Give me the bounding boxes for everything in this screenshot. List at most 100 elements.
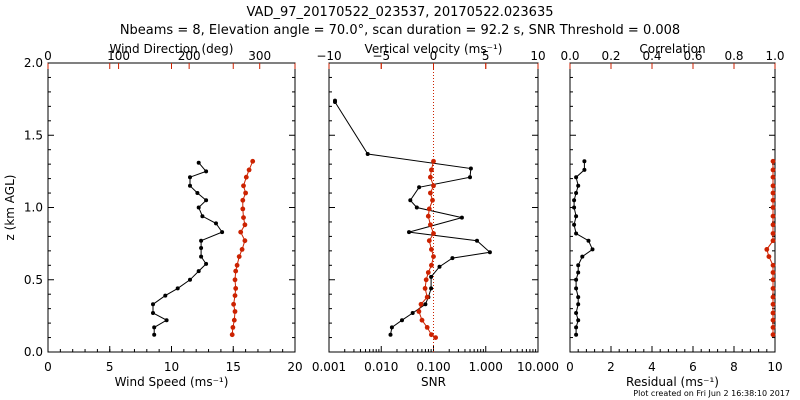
red-data-point (240, 206, 246, 212)
red-data-point (770, 277, 776, 283)
red-data-point (770, 213, 776, 219)
top-tick-label: 0 (44, 49, 52, 63)
black-data-point (400, 318, 404, 323)
red-data-point (429, 332, 434, 338)
top-tick-label: 10 (530, 49, 545, 63)
black-data-point (574, 332, 579, 337)
red-data-point (433, 335, 438, 340)
residual-panel: 0 2 4 6 8 10 0.0 0.2 0.4 0.6 0.8 1.0 Correlation Resi… (560, 42, 784, 389)
red-data-point (770, 183, 776, 189)
black-data-point (574, 286, 579, 291)
figure-title: VAD_97_20170522_023537, 20170522.023635 (247, 5, 554, 20)
red-data-point (232, 293, 238, 298)
black-data-point (204, 169, 209, 174)
black-data-point (196, 160, 201, 165)
black-data-point (572, 205, 577, 210)
black-data-point (450, 256, 455, 261)
black-data-point (468, 166, 473, 171)
red-data-point (426, 206, 432, 212)
red-data-point (233, 286, 239, 291)
black-data-point (214, 221, 218, 226)
black-data-point (580, 254, 585, 259)
black-data-point (574, 311, 579, 315)
x-tick-label: 10 (164, 360, 179, 374)
black-data-point (188, 183, 192, 188)
red-data-point (239, 247, 245, 252)
plot-frame (569, 62, 776, 353)
red-data-point (230, 325, 236, 330)
red-data-point (429, 262, 434, 268)
red-data-point (428, 222, 433, 228)
black-data-point (204, 261, 209, 266)
red-data-point (416, 309, 422, 314)
black-data-point (200, 214, 205, 219)
red-data-point (770, 286, 776, 291)
top-tick-label: 0.6 (683, 49, 702, 63)
black-data-point (188, 175, 192, 180)
red-data-point (234, 262, 240, 268)
top-tick-label: 5 (482, 49, 490, 63)
black-data-point (199, 254, 204, 259)
red-data-point (423, 277, 429, 283)
x-tick-label: 0 (566, 360, 574, 374)
red-data-point (770, 197, 776, 203)
x-tick-label: 1.000 (469, 360, 503, 374)
top-tick-label: 100 (107, 49, 130, 63)
x-tick-label: 0 (44, 360, 52, 374)
red-data-point (236, 254, 242, 259)
black-data-point (586, 238, 591, 243)
y-tick-label: 1.5 (24, 128, 43, 142)
black-data-point (388, 332, 393, 337)
top-axis-label: Vertical velocity (ms⁻¹) (365, 42, 503, 56)
top-tick-label: 300 (248, 49, 271, 63)
red-data-point (429, 167, 434, 173)
x-tick-label: 0.001 (312, 360, 346, 374)
red-data-point (231, 317, 237, 323)
x-tick-label: 0.010 (364, 360, 398, 374)
black-data-point (576, 295, 581, 300)
red-data-point (770, 301, 776, 307)
x-tick-label: 2 (607, 360, 615, 374)
x-tick-label: 5 (106, 360, 114, 374)
black-data-point (576, 263, 581, 268)
black-data-point (163, 293, 168, 298)
black-data-point (475, 238, 479, 243)
black-data-point (572, 198, 577, 203)
red-data-point (770, 231, 776, 236)
black-data-point (199, 246, 204, 250)
red-data-point (428, 190, 433, 196)
x-tick-label: 6 (689, 360, 697, 374)
black-data-point (408, 198, 413, 203)
black-data-point (407, 230, 411, 235)
x-tick-label: 0.100 (416, 360, 450, 374)
y-tick-label: 0.0 (24, 345, 43, 359)
red-data-point (770, 317, 776, 323)
black-data-point (576, 302, 581, 307)
black-data-point (487, 250, 492, 255)
plot-frame (47, 62, 296, 353)
black-data-point (572, 222, 577, 227)
red-data-point (770, 310, 776, 316)
red-data-point (243, 190, 249, 196)
red-data-point (770, 238, 776, 244)
black-data-point (574, 231, 579, 236)
red-data-point (232, 277, 238, 283)
x-tick-label: 10 (767, 360, 782, 374)
top-tick-label: 0.4 (642, 49, 661, 63)
black-data-point (196, 205, 201, 210)
red-data-point (418, 301, 424, 307)
red-data-point (425, 270, 431, 275)
red-data-point (426, 238, 432, 244)
top-tick-label: 200 (178, 49, 201, 63)
red-data-point (250, 158, 256, 164)
top-tick-label: −5 (372, 49, 390, 63)
red-data-point (241, 183, 246, 189)
red-data-point (422, 286, 428, 291)
black-data-point (574, 214, 579, 219)
red-data-point (425, 213, 431, 219)
red-data-point (242, 238, 248, 244)
black-data-point (582, 167, 587, 172)
red-data-point (770, 294, 776, 300)
